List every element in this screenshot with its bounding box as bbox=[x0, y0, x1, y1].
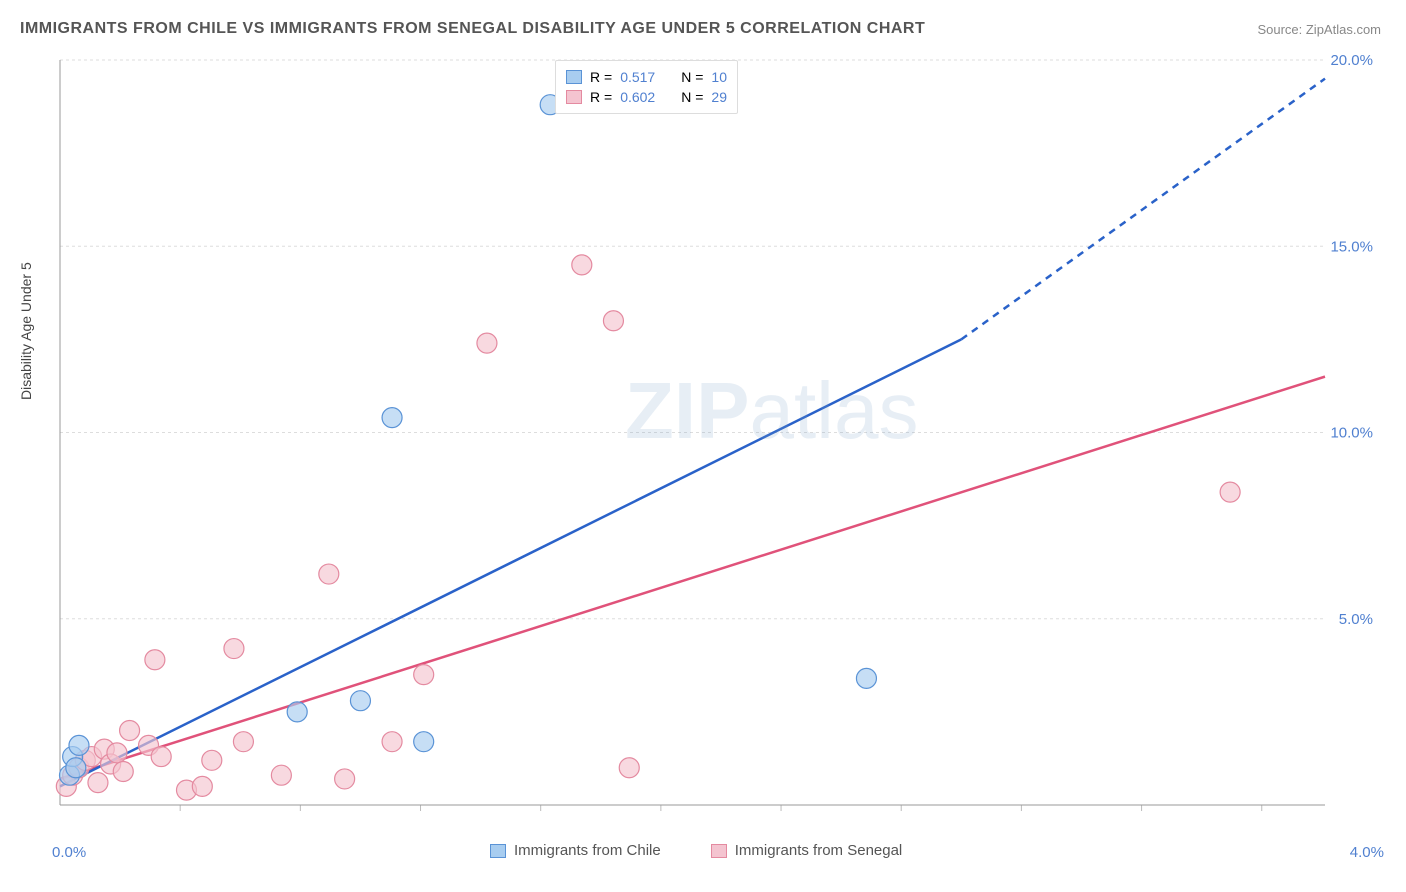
legend-label-senegal: Immigrants from Senegal bbox=[735, 842, 903, 859]
x-axis-left-label: 0.0% bbox=[52, 844, 86, 861]
n-value-senegal: 29 bbox=[711, 87, 727, 107]
legend-item-senegal: Immigrants from Senegal bbox=[711, 842, 903, 859]
senegal-swatch-icon bbox=[711, 844, 727, 858]
n-label: N = bbox=[681, 67, 703, 87]
legend-row-chile: R = 0.517 N = 10 bbox=[566, 67, 727, 87]
senegal-swatch bbox=[566, 90, 582, 104]
svg-text:5.0%: 5.0% bbox=[1339, 611, 1373, 628]
legend-item-chile: Immigrants from Chile bbox=[490, 842, 661, 859]
chile-swatch-icon bbox=[490, 844, 506, 858]
r-value-chile: 0.517 bbox=[620, 67, 655, 87]
svg-text:20.0%: 20.0% bbox=[1330, 55, 1373, 69]
x-axis-right-label: 4.0% bbox=[1350, 844, 1384, 861]
svg-text:15.0%: 15.0% bbox=[1330, 238, 1373, 255]
chile-swatch bbox=[566, 70, 582, 84]
source-label: Source: ZipAtlas.com bbox=[1257, 22, 1381, 37]
n-value-chile: 10 bbox=[711, 67, 727, 87]
correlation-legend: R = 0.517 N = 10 R = 0.602 N = 29 bbox=[555, 60, 738, 114]
series-legend: Immigrants from Chile Immigrants from Se… bbox=[490, 842, 902, 859]
n-label: N = bbox=[681, 87, 703, 107]
r-label: R = bbox=[590, 67, 612, 87]
chart-area: 5.0%10.0%15.0%20.0% ZIPatlas R = 0.517 N… bbox=[55, 55, 1385, 825]
legend-label-chile: Immigrants from Chile bbox=[514, 842, 661, 859]
r-value-senegal: 0.602 bbox=[620, 87, 655, 107]
r-label: R = bbox=[590, 87, 612, 107]
legend-row-senegal: R = 0.602 N = 29 bbox=[566, 87, 727, 107]
scatter-chart: 5.0% 10.0% 15.0% 20.0% bbox=[55, 55, 1385, 825]
page-title: IMMIGRANTS FROM CHILE VS IMMIGRANTS FROM… bbox=[20, 20, 925, 38]
svg-text:10.0%: 10.0% bbox=[1330, 425, 1373, 442]
y-axis-label: Disability Age Under 5 bbox=[18, 262, 34, 400]
